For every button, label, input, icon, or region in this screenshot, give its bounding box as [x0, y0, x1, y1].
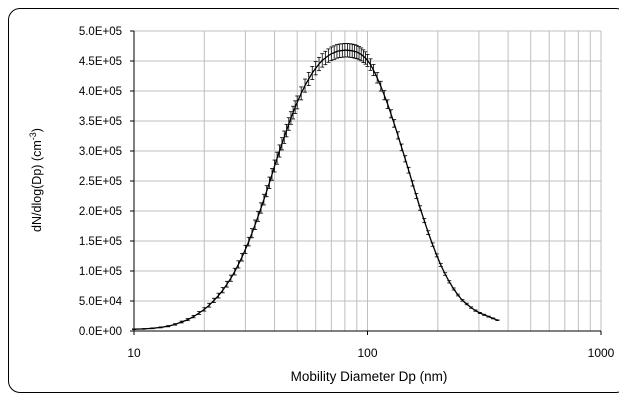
x-tick-label: 10 — [127, 346, 141, 360]
y-tick-label: 4.0E+05 — [79, 86, 122, 98]
y-tick-label: 2.5E+05 — [79, 176, 122, 188]
grid — [134, 30, 602, 331]
y-axis-label: dN/dlog(Dp) (cm-3) — [28, 128, 44, 232]
y-tick-label: 4.5E+05 — [79, 56, 122, 68]
y-tick-label: 1.5E+05 — [79, 236, 122, 248]
y-axis-label-main: dN/dlog(Dp) (cm — [30, 140, 44, 232]
x-tick-label: 1000 — [588, 346, 615, 360]
y-axis-label-superscript: -3 — [28, 132, 38, 140]
y-tick-label: 3.5E+05 — [79, 116, 122, 128]
axes — [130, 30, 602, 335]
y-tick-labels: 0.0E+00 5.0E+04 1.0E+05 1.5E+05 2.0E+05 2.5E+… — [79, 26, 123, 338]
y-tick-label: 0.0E+00 — [79, 326, 122, 338]
y-tick-label: 2.0E+05 — [79, 206, 122, 218]
chart-svg: 0.0E+00 5.0E+04 1.0E+05 1.5E+05 2.0E+05 2.5E+… — [28, 26, 615, 384]
y-axis-label-suffix: ) — [30, 128, 44, 132]
y-tick-label: 5.0E+05 — [79, 26, 122, 38]
x-tick-labels: 10 100 1000 — [127, 346, 614, 360]
y-tick-label: 5.0E+04 — [79, 296, 123, 308]
chart-container: 0.0E+00 5.0E+04 1.0E+05 1.5E+05 2.0E+05 2.5E+… — [8, 8, 619, 393]
y-tick-label: 3.0E+05 — [79, 146, 122, 158]
y-tick-label: 1.0E+05 — [79, 266, 122, 278]
series-line — [133, 49, 498, 330]
x-tick-label: 100 — [357, 346, 377, 360]
x-axis-label: Mobility Diameter Dp (nm) — [291, 369, 448, 384]
